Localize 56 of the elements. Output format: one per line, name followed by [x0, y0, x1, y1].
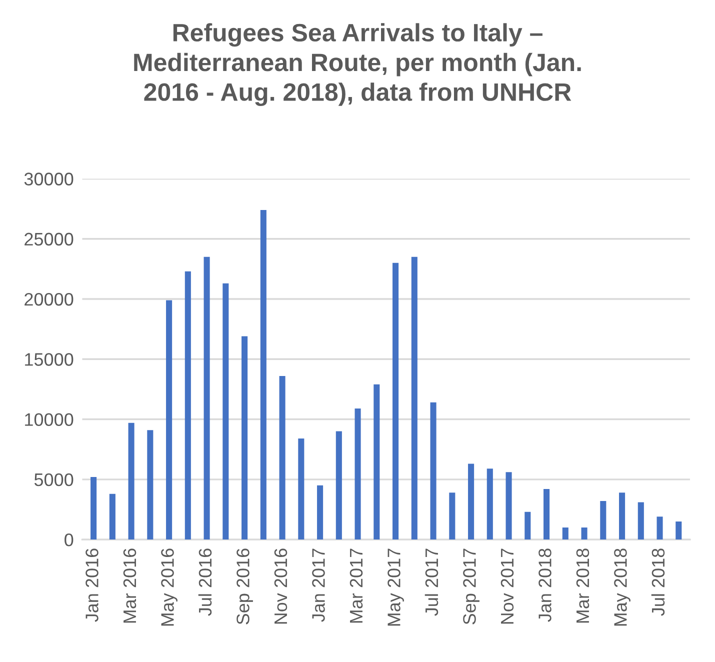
bar	[260, 210, 266, 540]
bar	[676, 521, 682, 540]
bar	[411, 256, 418, 540]
bar	[619, 492, 626, 540]
bar	[506, 472, 512, 540]
bar	[449, 492, 456, 540]
bar	[430, 402, 436, 540]
bar	[222, 283, 229, 540]
bar	[147, 430, 154, 540]
x-tick-label: Mar 2017	[350, 548, 363, 623]
chart-title: Refugees Sea Arrivals to Italy – Mediterranean Route, per month (Jan. 2016 - Aug. 2018), data from UNHCR	[134, 23, 581, 106]
bar	[184, 271, 191, 540]
y-tick-label: 10000	[25, 413, 74, 426]
x-tick-label: Jan 2018	[538, 548, 552, 622]
y-tick-label: 30000	[24, 172, 74, 186]
bar	[392, 262, 399, 540]
x-tick-label: Nov 2017	[500, 548, 514, 624]
bar	[600, 501, 606, 540]
bar	[656, 516, 663, 540]
bar	[109, 494, 116, 540]
bar	[468, 464, 474, 540]
y-tick-label: 25000	[24, 232, 74, 246]
bar	[524, 512, 531, 540]
y-tick-label: 20000	[24, 292, 74, 306]
x-tick-label: Sep 2016	[236, 548, 253, 624]
x-tick-label: Jan 2017	[312, 548, 325, 622]
bar	[204, 256, 210, 540]
bar	[562, 528, 568, 540]
x-tick-label: May 2018	[614, 548, 630, 626]
bar	[279, 376, 286, 540]
y-tick-label: 15000	[25, 353, 74, 366]
bar	[581, 528, 588, 540]
bar	[638, 502, 644, 540]
y-tick-label: 0	[64, 533, 74, 546]
x-tick-label: May 2017	[388, 548, 404, 626]
x-tick-label: Sep 2017	[463, 548, 480, 624]
x-tick-label: Nov 2016	[274, 548, 288, 624]
x-tick-label: Jul 2018	[651, 548, 665, 616]
bar	[166, 300, 172, 540]
y-tick-label: 5000	[34, 473, 74, 486]
x-tick-label: Jul 2016	[198, 548, 212, 616]
bar	[128, 422, 134, 540]
x-tick-label: Mar 2016	[123, 548, 136, 623]
x-tick-label: Jul 2017	[424, 548, 438, 616]
x-tick-label: Jan 2016	[86, 548, 98, 622]
bar	[298, 438, 304, 540]
bar	[242, 336, 248, 540]
bar	[317, 485, 324, 540]
bar	[486, 468, 493, 540]
bar	[354, 408, 361, 540]
bar	[544, 489, 550, 540]
bar	[374, 384, 380, 540]
x-tick-label: May 2016	[161, 548, 178, 626]
bar	[90, 476, 97, 540]
x-tick-label: Mar 2018	[576, 548, 590, 623]
bar	[336, 431, 342, 540]
